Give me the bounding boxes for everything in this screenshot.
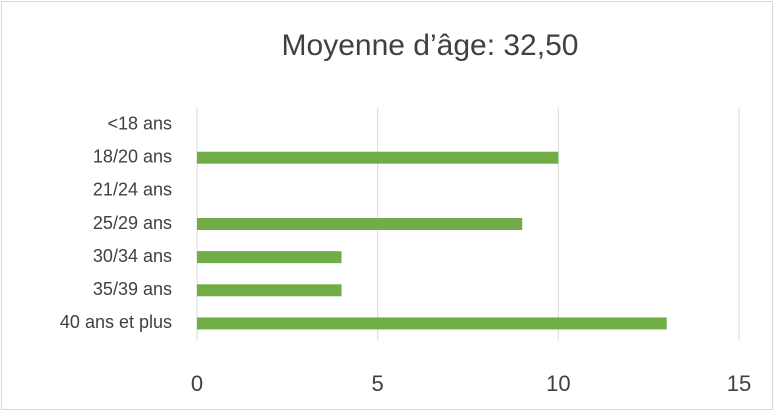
bar xyxy=(197,317,667,330)
y-tick-label: 40 ans et plus xyxy=(60,312,172,332)
x-tick-label: 10 xyxy=(546,371,570,396)
y-tick-label: 25/29 ans xyxy=(93,213,172,233)
chart-title: Moyenne d’âge: 32,50 xyxy=(282,29,579,62)
bar xyxy=(197,251,342,264)
y-tick-label: <18 ans xyxy=(107,113,172,133)
x-tick-label: 0 xyxy=(191,371,203,396)
y-tick-label: 35/39 ans xyxy=(93,279,172,299)
bar xyxy=(197,218,523,230)
x-tick-label: 15 xyxy=(727,371,751,396)
bar xyxy=(197,151,559,164)
x-tick-label: 5 xyxy=(372,371,384,396)
bar xyxy=(197,284,342,297)
y-tick-label: 30/34 ans xyxy=(93,246,172,266)
y-tick-label: 18/20 ans xyxy=(93,146,172,166)
y-tick-label: 21/24 ans xyxy=(93,180,172,200)
